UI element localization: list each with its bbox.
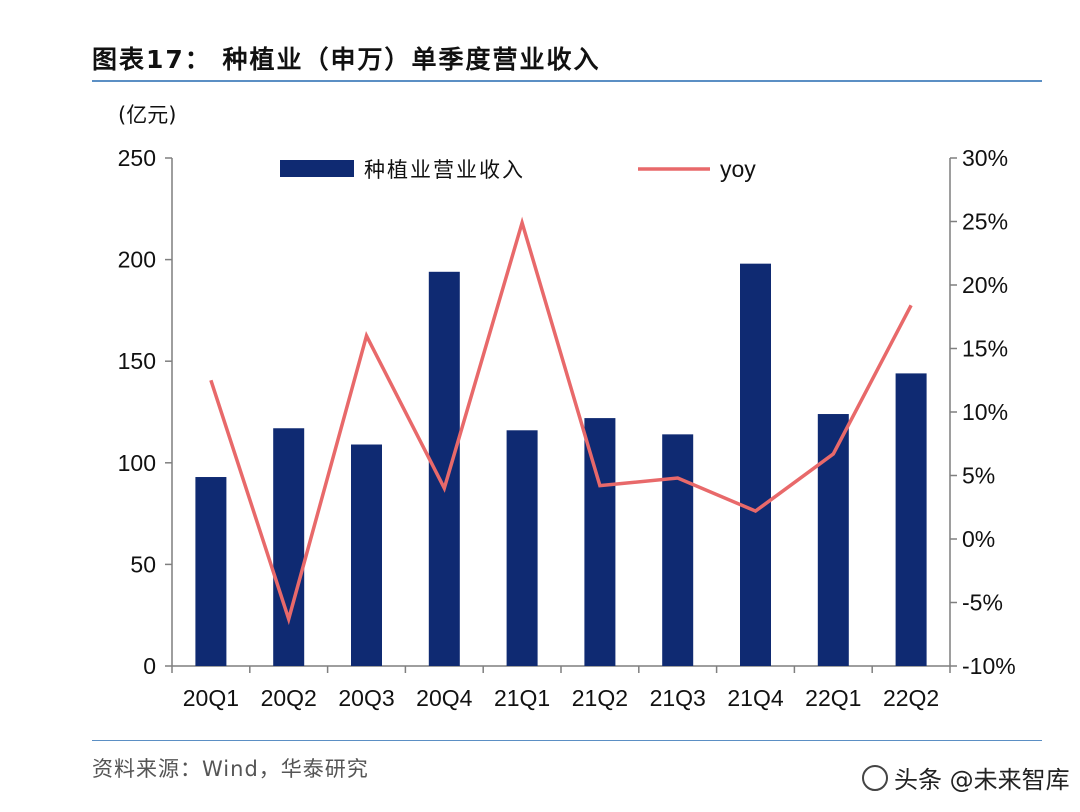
right-y-tick-label: -10% [962, 653, 1016, 679]
right-y-tick-label: 30% [962, 145, 1008, 171]
watermark-logo-icon [862, 764, 888, 791]
right-y-tick-label: 20% [962, 272, 1008, 298]
revenue-bar [195, 477, 227, 666]
watermark-text: 头条 @未来智库 [894, 766, 1070, 794]
title-divider [92, 80, 1042, 82]
right-y-tick-label: 25% [962, 209, 1008, 235]
left-y-tick-label: 150 [118, 348, 156, 374]
revenue-bar [273, 428, 305, 666]
x-tick-label: 22Q1 [805, 685, 861, 711]
right-y-tick-label: 0% [962, 526, 995, 552]
legend-bar-label: 种植业营业收入 [364, 158, 525, 182]
source-note: 资料来源：Wind，华泰研究 [92, 757, 369, 781]
legend-bar-swatch [280, 160, 354, 177]
x-tick-label: 20Q4 [416, 685, 472, 711]
right-y-tick-label: 10% [962, 399, 1008, 425]
revenue-bar [351, 444, 382, 666]
right-y-tick-label: -5% [962, 590, 1003, 616]
footer-divider [92, 740, 1042, 741]
x-tick-label: 21Q2 [572, 685, 628, 711]
x-tick-label: 20Q1 [183, 685, 239, 711]
legend-line-label: yoy [720, 156, 756, 182]
revenue-bar [506, 430, 538, 666]
left-y-tick-label: 50 [130, 551, 156, 577]
right-y-tick-label: 15% [962, 336, 1008, 362]
left-y-tick-label: 0 [143, 653, 156, 679]
x-tick-label: 20Q2 [261, 685, 317, 711]
x-tick-label: 20Q3 [338, 685, 394, 711]
revenue-bar [895, 373, 927, 666]
yoy-line [209, 216, 913, 626]
chart-title: 图表17： 种植业（申万）单季度营业收入 [92, 45, 601, 74]
revenue-bar [584, 418, 616, 666]
left-y-tick-label: 200 [118, 247, 156, 273]
watermark: 头条 @未来智库 [862, 760, 1070, 795]
revenue-bar [740, 263, 771, 666]
x-tick-label: 22Q2 [883, 685, 939, 711]
x-tick-label: 21Q3 [650, 685, 706, 711]
y-axis-unit-label: (亿元) [118, 103, 177, 127]
x-tick-label: 21Q4 [727, 685, 783, 711]
revenue-bar [662, 434, 694, 666]
x-tick-label: 21Q1 [494, 685, 550, 711]
left-y-tick-label: 250 [118, 145, 156, 171]
right-y-tick-label: 5% [962, 463, 995, 489]
left-y-tick-label: 100 [118, 450, 156, 476]
bar-line-chart: 0 50 100 150 200 250 -10% -5% 0% 5% 10% 15% 20% 25% 30… [118, 145, 1016, 711]
